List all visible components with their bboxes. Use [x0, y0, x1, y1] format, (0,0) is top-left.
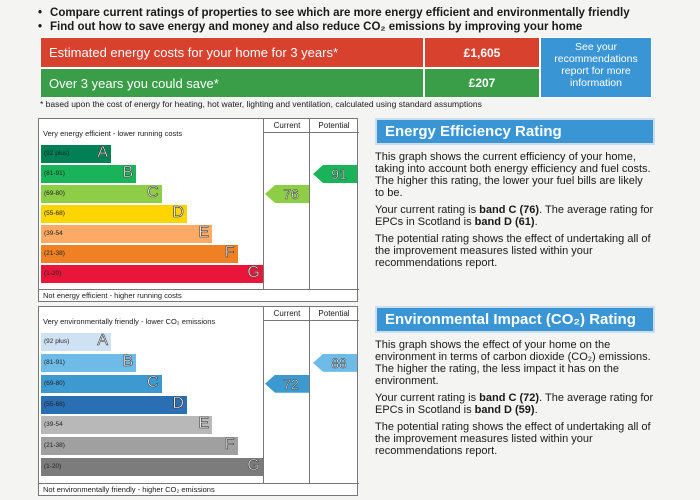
section-heading: Energy Efficiency Rating — [375, 118, 655, 145]
rating-band: (1-20) G — [41, 457, 263, 477]
band-letter: C — [147, 373, 159, 391]
rating-band: (69-80) C — [41, 373, 162, 393]
column-divider — [309, 307, 310, 483]
top-label: Very environmentally friendly - lower CO… — [43, 317, 216, 326]
rating-chart: Current Potential Very environmentally fri… — [38, 306, 359, 496]
band-range: (21-38) — [44, 442, 65, 450]
band-range: (55-68) — [44, 210, 65, 217]
band-letter: B — [122, 164, 134, 182]
rating-band: (21-38) F — [41, 244, 238, 263]
cost-label: Estimated energy costs for your home for… — [40, 37, 424, 68]
band-range: (1-20) — [44, 463, 62, 471]
paragraph: Your current rating is band C (76). The … — [375, 204, 655, 228]
rating-band: (39-54 E — [41, 224, 213, 243]
rating-band: (55-68) D — [41, 394, 187, 414]
band-range: (39-54 — [44, 421, 63, 429]
band-range: (69-80) — [44, 379, 65, 387]
column-header: Current — [273, 121, 301, 130]
rating-chart: Current Potential Very energy efficient - … — [38, 118, 359, 302]
cost-value: £1,605 — [424, 37, 540, 68]
rating-band: (39-54 E — [41, 415, 213, 435]
current-rating: 76 — [265, 185, 309, 203]
band-range: (1-20) — [44, 270, 62, 277]
current-rating: 72 — [265, 374, 309, 393]
text-run: . — [534, 404, 538, 416]
band-range: (39-54 — [44, 230, 63, 237]
rating-text: Energy Efficiency Rating This graph shows… — [375, 118, 655, 274]
top-label: Very energy efficient - lower running co… — [43, 129, 183, 138]
text-run: The potential rating shows the effect of… — [375, 233, 651, 269]
band-letter: A — [97, 144, 108, 162]
bottom-label: Not energy efficient - higher running co… — [43, 291, 182, 300]
text-run: band C (72) — [479, 392, 540, 404]
paragraph: The potential rating shows the effect of… — [375, 421, 655, 457]
bottom-label: Not environmentally friendly - higher CO… — [43, 485, 215, 494]
text-run: band D (61) — [474, 216, 535, 228]
text-run: Your current rating is — [375, 204, 480, 216]
band-range: (81-91) — [44, 358, 65, 366]
band-letter: E — [198, 415, 210, 433]
column-header: Current — [273, 309, 301, 318]
header-rule — [263, 132, 359, 133]
text-run: This graph shows the effect of your home… — [375, 339, 651, 387]
rating-band: (81-91) B — [41, 164, 137, 183]
band-range: (92 plus) — [44, 150, 70, 157]
band-range: (69-80) — [44, 190, 65, 197]
bottom-rule — [39, 289, 359, 290]
text-run: The potential rating shows the effect of… — [375, 421, 651, 457]
cost-note: See your recommendations report for more… — [540, 37, 652, 98]
text-run: Your current rating is — [375, 392, 480, 404]
rating-text: Environmental Impact (CO₂) Rating This gr… — [375, 306, 655, 462]
band-range: (81-91) — [44, 170, 65, 177]
band-letter: G — [247, 457, 260, 475]
bullet: Compare current ratings of properties to… — [38, 7, 630, 19]
rating-band: (21-38) F — [41, 436, 238, 456]
rating-band: (1-20) G — [41, 264, 263, 283]
text-run: band D (59) — [474, 404, 535, 416]
text-run: . The average rating for EPCs in Scotlan… — [375, 392, 654, 416]
band-letter: G — [247, 264, 260, 282]
paragraph: This graph shows the effect of your home… — [375, 339, 655, 387]
header-rule — [263, 320, 359, 321]
footnote: * based upon the cost of energy for heat… — [40, 99, 482, 109]
potential-rating: 91 — [313, 165, 357, 183]
rating-band: (92 plus) A — [41, 332, 111, 351]
band-letter: B — [122, 352, 134, 371]
potential-rating: 88 — [313, 353, 357, 372]
text-run: . — [534, 216, 538, 228]
cost-label: Over 3 years you could save* — [40, 68, 424, 98]
rating-band: (69-80) C — [41, 184, 162, 203]
band-letter: F — [224, 244, 235, 262]
column-header: Potential — [318, 121, 350, 130]
band-letter: D — [172, 394, 184, 412]
rating-band: (81-91) B — [41, 352, 137, 372]
column-divider — [309, 119, 310, 289]
column-divider — [263, 307, 264, 483]
rating-band: (55-68) D — [41, 204, 187, 223]
band-letter: C — [147, 184, 159, 202]
band-letter: F — [224, 436, 235, 454]
section-heading: Environmental Impact (CO₂) Rating — [375, 306, 655, 333]
text-run: . The average rating for EPCs in Scotlan… — [375, 204, 654, 228]
band-letter: E — [198, 224, 210, 242]
paragraph: The potential rating shows the effect of… — [375, 233, 655, 269]
cost-value: £207 — [424, 68, 540, 98]
column-divider — [263, 119, 264, 289]
text-run: band C (76) — [479, 204, 540, 216]
band-range: (21-38) — [44, 250, 65, 257]
rating-band: (92 plus) A — [41, 144, 111, 163]
band-letter: A — [97, 332, 108, 350]
band-range: (92 plus) — [44, 338, 70, 345]
column-header: Potential — [318, 309, 350, 318]
paragraph: Your current rating is band C (72). The … — [375, 392, 655, 416]
text-run: This graph shows the current efficiency … — [375, 151, 651, 199]
band-range: (55-68) — [44, 400, 65, 408]
bullet: Find out how to save energy and money an… — [38, 21, 582, 33]
paragraph: This graph shows the current efficiency … — [375, 151, 655, 199]
bottom-rule — [39, 483, 359, 484]
band-letter: D — [172, 204, 184, 222]
